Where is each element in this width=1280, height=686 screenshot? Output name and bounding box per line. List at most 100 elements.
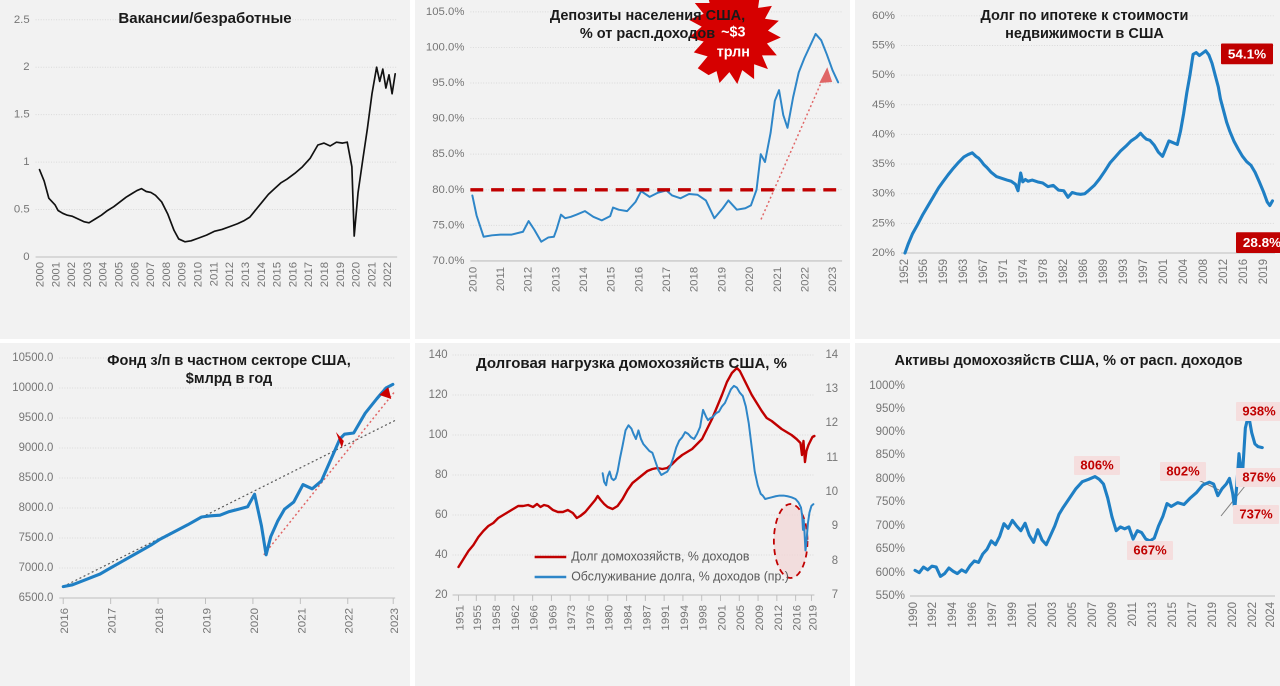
- x-tick-marks: [62, 598, 394, 604]
- svg-text:802%: 802%: [1166, 463, 1200, 478]
- svg-text:2018: 2018: [319, 262, 331, 287]
- svg-text:0.5: 0.5: [14, 204, 30, 216]
- value-label-802: 802%: [1160, 462, 1206, 481]
- svg-text:2021: 2021: [366, 262, 378, 287]
- svg-text:50%: 50%: [872, 69, 895, 81]
- value-label-938: 938%: [1236, 402, 1280, 421]
- chart-panel-us-deposits: Депозиты населения США, % от расп.доходо…: [415, 0, 855, 343]
- svg-text:2022: 2022: [1247, 602, 1259, 628]
- svg-text:2022: 2022: [799, 267, 811, 292]
- svg-text:85.0%: 85.0%: [432, 148, 464, 160]
- svg-text:1990: 1990: [908, 602, 920, 628]
- svg-text:6500.0: 6500.0: [19, 592, 54, 604]
- svg-text:70.0%: 70.0%: [432, 255, 464, 267]
- starburst-annotation: ~$3 трлн: [688, 0, 781, 85]
- value-label-876: 876%: [1236, 468, 1280, 487]
- svg-text:2021: 2021: [772, 267, 784, 292]
- svg-text:1986: 1986: [1078, 259, 1090, 284]
- svg-text:2019: 2019: [1207, 602, 1219, 628]
- svg-text:1966: 1966: [529, 605, 541, 631]
- svg-text:2022: 2022: [382, 262, 394, 287]
- svg-text:2020: 2020: [1227, 602, 1239, 628]
- trendline-postcovid: [263, 390, 396, 556]
- svg-text:2004: 2004: [98, 262, 110, 287]
- svg-text:2012: 2012: [224, 262, 236, 287]
- svg-text:2015: 2015: [1167, 602, 1179, 628]
- svg-text:20%: 20%: [872, 247, 895, 259]
- svg-text:2001: 2001: [716, 605, 728, 631]
- svg-text:54.1%: 54.1%: [1228, 46, 1266, 61]
- svg-text:2013: 2013: [550, 267, 562, 292]
- svg-text:2011: 2011: [1127, 602, 1139, 627]
- svg-text:1992: 1992: [927, 602, 939, 628]
- chart-canvas-household-assets: 1000% 950% 900% 850% 800% 750% 700% 650%…: [869, 380, 1280, 628]
- data-series-line: [61, 382, 395, 589]
- svg-text:1951: 1951: [454, 605, 466, 631]
- svg-text:2010: 2010: [193, 262, 205, 287]
- svg-text:60: 60: [435, 509, 448, 521]
- svg-text:1994: 1994: [679, 604, 691, 630]
- svg-text:45%: 45%: [872, 99, 895, 111]
- svg-text:7000.0: 7000.0: [19, 562, 54, 574]
- chart-panel-mortgage-ltv: Долг по ипотеке к стоимости недвижимости…: [855, 0, 1280, 343]
- x-tick-labels: 1990 1992 1994 1996 1997 1999 2001 2003 …: [908, 601, 1277, 627]
- last-value-label: 28.8%: [1236, 232, 1280, 254]
- trend-arrow-head-end: [379, 387, 392, 399]
- svg-text:1973: 1973: [566, 605, 578, 631]
- svg-text:1967: 1967: [978, 259, 990, 284]
- svg-text:2014: 2014: [256, 262, 268, 287]
- svg-text:40: 40: [435, 549, 448, 561]
- svg-text:1978: 1978: [1038, 259, 1050, 284]
- svg-text:1996: 1996: [967, 602, 979, 628]
- svg-text:2004: 2004: [1178, 258, 1190, 284]
- svg-text:2023: 2023: [389, 608, 401, 634]
- svg-text:9: 9: [832, 520, 838, 532]
- x-tick-labels: 2016 2017 2018 2019 2020 2021 2022 2023: [59, 608, 401, 634]
- svg-text:1999: 1999: [1007, 602, 1019, 628]
- x-tick-marks: [458, 595, 812, 601]
- x-tick-labels: 2010 2011 2012 2013 2014 2015 2016 2017 …: [467, 267, 839, 292]
- svg-text:1952: 1952: [899, 259, 911, 284]
- legend-label-service: Обслуживание долга, % доходов (пр.): [571, 569, 789, 583]
- svg-text:2024: 2024: [1265, 601, 1277, 627]
- y-tick-labels-left: 140 120 100 80 60 40 20: [429, 349, 448, 601]
- svg-text:0: 0: [23, 251, 29, 263]
- svg-text:2022: 2022: [344, 608, 356, 634]
- svg-text:2018: 2018: [689, 267, 701, 292]
- svg-text:800%: 800%: [876, 473, 905, 485]
- svg-text:2020: 2020: [249, 608, 261, 634]
- svg-text:2009: 2009: [1107, 602, 1119, 628]
- legend-label-debt: Долг домохозяйств, % доходов: [571, 549, 750, 563]
- chart-canvas-us-deposits: 105.0% 100.0% 95.0% 90.0% 85.0% 80.0% 75…: [426, 0, 843, 292]
- svg-text:1993: 1993: [1118, 259, 1130, 284]
- svg-text:850%: 850%: [876, 449, 905, 461]
- chart-panel-household-assets: Активы домохозяйств США, % от расп. дохо…: [855, 343, 1280, 686]
- svg-text:1956: 1956: [918, 259, 930, 284]
- y-tick-labels: 60% 55% 50% 45% 40% 35% 30% 25% 20%: [872, 10, 895, 259]
- svg-text:2006: 2006: [129, 262, 141, 287]
- svg-text:2019: 2019: [1258, 259, 1270, 284]
- svg-text:2005: 2005: [735, 605, 747, 631]
- gridlines: [59, 357, 396, 569]
- svg-text:100: 100: [429, 429, 448, 441]
- svg-text:75.0%: 75.0%: [432, 219, 464, 231]
- svg-text:14: 14: [825, 349, 838, 361]
- svg-text:8000.0: 8000.0: [19, 502, 54, 514]
- svg-text:10000.0: 10000.0: [12, 382, 53, 394]
- svg-text:2.5: 2.5: [14, 14, 30, 26]
- svg-text:2016: 2016: [287, 262, 299, 287]
- svg-text:20: 20: [435, 589, 448, 601]
- svg-text:737%: 737%: [1239, 506, 1273, 521]
- svg-text:8: 8: [832, 555, 838, 567]
- svg-text:938%: 938%: [1242, 403, 1276, 418]
- value-label-667: 667%: [1127, 541, 1173, 560]
- data-series-line-service: [601, 384, 815, 552]
- svg-text:28.8%: 28.8%: [1243, 235, 1280, 250]
- svg-text:1989: 1989: [1098, 259, 1110, 284]
- svg-text:8500.0: 8500.0: [19, 472, 54, 484]
- value-label-737: 737%: [1233, 505, 1279, 524]
- svg-text:876%: 876%: [1242, 469, 1276, 484]
- x-tick-labels: 1952 1956 1959 1963 1967 1971 1974 1978 …: [899, 258, 1270, 284]
- svg-text:2023: 2023: [827, 267, 839, 292]
